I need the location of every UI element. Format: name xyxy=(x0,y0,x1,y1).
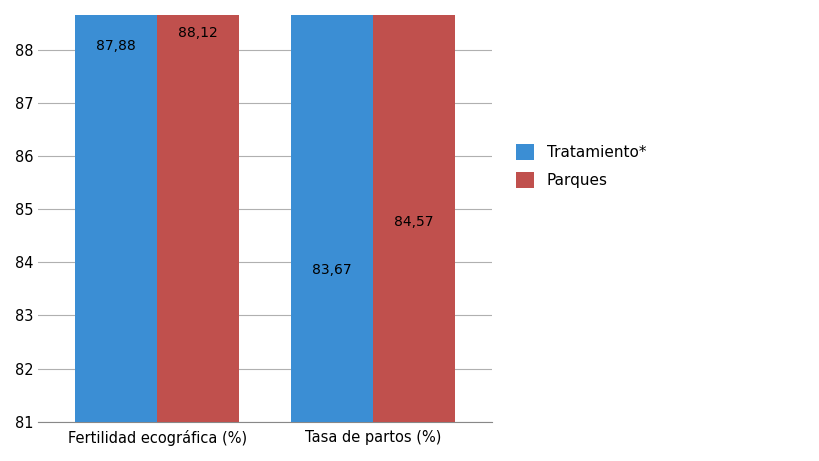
Legend: Tratamiento*, Parques: Tratamiento*, Parques xyxy=(508,136,653,196)
Text: 84,57: 84,57 xyxy=(394,215,433,229)
Bar xyxy=(291,0,373,422)
Bar xyxy=(157,0,239,422)
Bar xyxy=(75,0,157,422)
Bar xyxy=(373,0,455,422)
Text: 88,12: 88,12 xyxy=(178,26,218,40)
Text: 87,88: 87,88 xyxy=(96,39,136,53)
Text: 83,67: 83,67 xyxy=(312,263,351,277)
